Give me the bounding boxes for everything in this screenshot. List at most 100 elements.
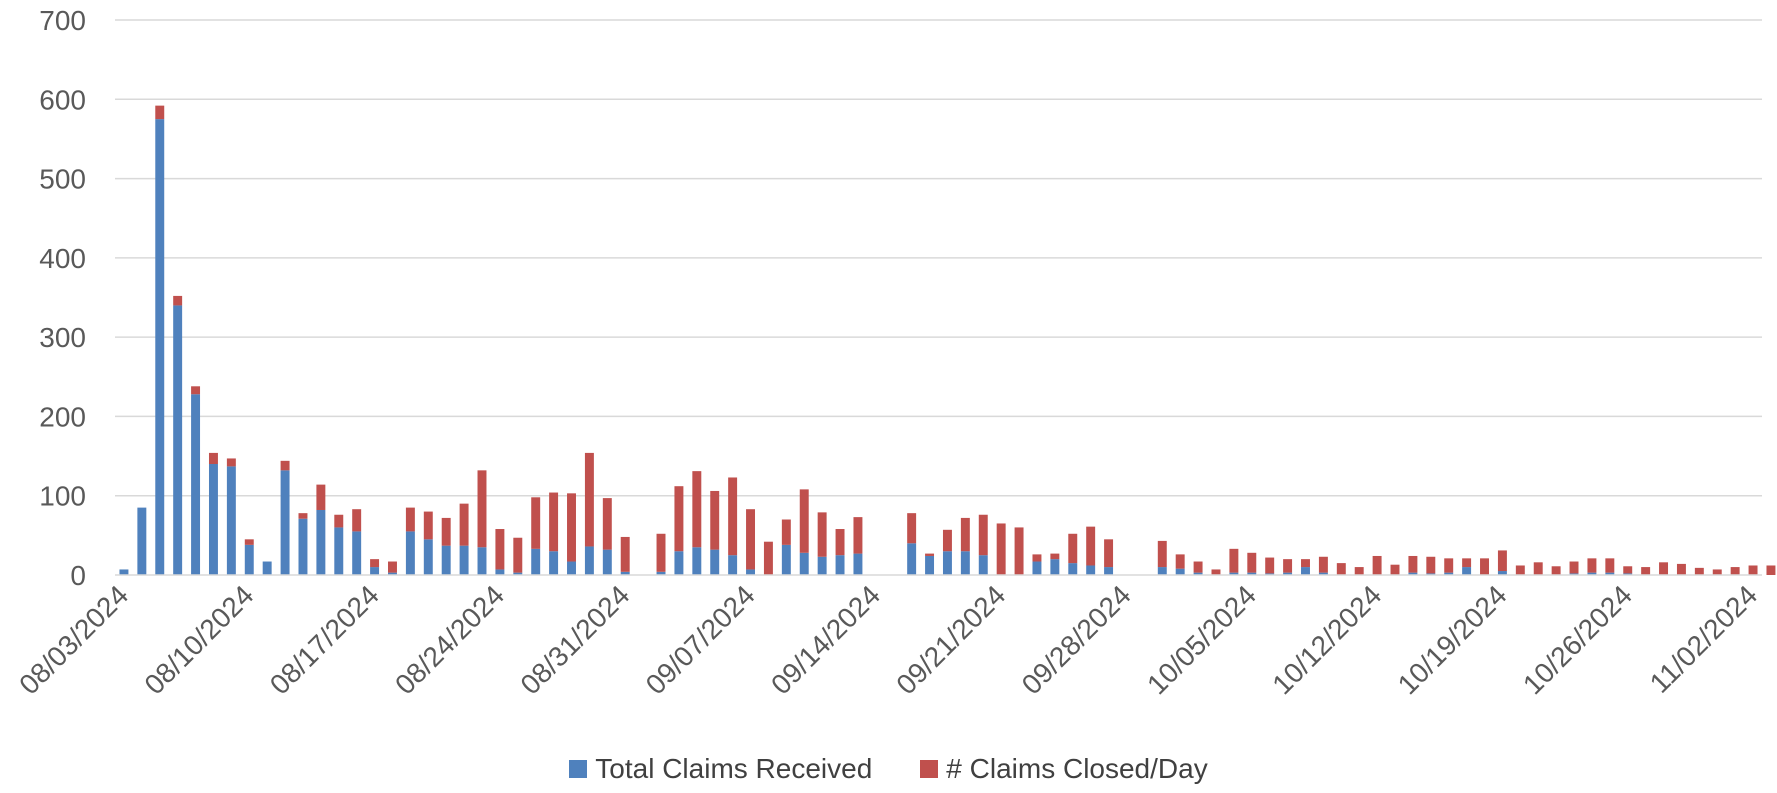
bar-received: 08/20/2024: 45	[423, 539, 433, 575]
gridlines	[115, 19, 1762, 497]
bar-closed: 08/24/2024: 51	[495, 529, 505, 570]
bar-received: 09/16/2024: 40	[907, 543, 917, 575]
bar-closed: 10/07/2024: 17	[1283, 559, 1293, 573]
bar-closed: 10/09/2024: 20	[1318, 556, 1328, 573]
bar-received: 10/06/2024: 2	[1265, 573, 1275, 575]
bar-closed: 10/08/2024: 10	[1301, 559, 1310, 568]
bar-closed: 10/13/2024: 13	[1390, 564, 1400, 575]
bar-received: 08/24/2024: 7	[495, 569, 505, 575]
bar-closed: 09/02/2024: 48	[656, 533, 666, 572]
bar-closed: 09/05/2024: 74	[710, 490, 720, 550]
bar-received: 08/14/2024: 82	[316, 509, 326, 575]
bar-closed: 08/27/2024: 74	[549, 492, 559, 552]
x-tick-label: 09/28/2024	[1016, 579, 1137, 700]
bar-closed: 09/24/2024: 7	[1050, 553, 1060, 560]
bar-received: 09/12/2024: 25	[835, 555, 845, 575]
bar-closed: 09/21/2024: 65	[996, 523, 1006, 575]
legend-swatch-received	[569, 760, 588, 778]
bar-closed: 10/31/2024: 7	[1712, 569, 1722, 575]
bar-closed: 10/01/2024: 18	[1175, 554, 1185, 569]
bar-received: 08/16/2024: 55	[352, 531, 362, 575]
bar-closed: 10/19/2024: 26	[1497, 550, 1507, 572]
y-tick-label: 500	[39, 164, 86, 195]
bar-received: 08/09/2024: 137	[226, 466, 236, 575]
bar-closed: 08/28/2024: 86	[567, 493, 576, 562]
bar-closed: 08/29/2024: 118	[584, 452, 594, 547]
bar-closed: 08/05/2024: 17	[155, 105, 165, 120]
x-tick-label: 10/12/2024	[1266, 579, 1387, 700]
bar-closed: 09/13/2024: 46	[853, 517, 863, 554]
bar-closed: 09/22/2024: 60	[1014, 527, 1024, 575]
bar-closed: 08/17/2024: 10	[370, 559, 380, 568]
bar-received: 08/22/2024: 37	[459, 545, 469, 575]
bar-received: 08/10/2024: 38	[244, 544, 254, 575]
x-axis-tick-labels: 08/03/2024 08/10/2024 08/17/2024 08/24/2024…	[13, 579, 1763, 700]
bar-closed: 10/28/2024: 16	[1659, 562, 1669, 575]
bar-closed: 08/08/2024: 14	[208, 452, 218, 464]
x-tick-label: 08/31/2024	[514, 579, 635, 700]
bar-received: 09/26/2024: 12	[1086, 565, 1096, 575]
x-tick-label: 09/14/2024	[765, 579, 886, 700]
bar-closed: 09/17/2024: 3	[925, 553, 935, 556]
bar-received: 08/13/2024: 71	[298, 518, 308, 575]
bar-received: 10/15/2024: 2	[1426, 573, 1436, 575]
y-tick-label: 600	[39, 84, 86, 115]
bar-received: 08/29/2024: 36	[584, 546, 594, 575]
legend-item-received[interactable]: Total Claims Received	[569, 753, 872, 785]
bar-closed: 08/23/2024: 97	[477, 470, 487, 548]
bar-received: 09/25/2024: 15	[1068, 563, 1078, 575]
x-tick-label: 10/26/2024	[1517, 579, 1638, 700]
bar-received: 10/25/2024: 3	[1605, 572, 1615, 575]
bar-received: 08/15/2024: 60	[334, 527, 344, 575]
bar-closed: 09/08/2024: 42	[763, 541, 773, 575]
bar-closed: 09/09/2024: 32	[781, 519, 791, 545]
bar-received: 10/26/2024: 2	[1623, 573, 1633, 575]
x-tick-label: 08/03/2024	[13, 579, 134, 700]
bar-closed: 10/30/2024: 9	[1694, 567, 1704, 575]
bar-closed: 09/12/2024: 33	[835, 529, 845, 556]
y-tick-label: 400	[39, 243, 86, 274]
bar-received: 10/08/2024: 10	[1301, 567, 1310, 575]
bar-closed: 10/03/2024: 7	[1211, 569, 1221, 575]
bar-closed: 11/01/2024: 10	[1730, 567, 1740, 575]
bar-closed: 08/26/2024: 65	[531, 497, 541, 549]
bar-closed: 10/11/2024: 10	[1354, 567, 1364, 575]
bar-closed: 09/10/2024: 80	[799, 489, 809, 553]
bar-closed: 08/25/2024: 44	[513, 537, 523, 573]
legend: Total Claims Received # Claims Closed/Da…	[0, 753, 1777, 785]
x-tick-label: 09/07/2024	[640, 579, 761, 700]
bar-closed: 10/17/2024: 11	[1462, 558, 1472, 568]
bar-received: 10/07/2024: 3	[1283, 572, 1293, 575]
legend-swatch-closed	[920, 760, 939, 778]
bar-received: 09/23/2024: 17	[1032, 561, 1042, 575]
bar-received: 08/26/2024: 33	[531, 548, 541, 575]
bar-received: 10/14/2024: 3	[1408, 572, 1418, 575]
bar-received: 09/09/2024: 38	[781, 544, 791, 575]
legend-label-closed: # Claims Closed/Day	[946, 753, 1208, 784]
bar-closed: 08/07/2024: 10	[191, 386, 201, 395]
bar-closed: 09/07/2024: 76	[746, 509, 756, 570]
bar-closed: 08/30/2024: 65	[602, 498, 612, 550]
bar-received: 08/08/2024: 140	[208, 464, 218, 575]
bar-closed: 10/14/2024: 21	[1408, 555, 1418, 573]
bar-received: 08/06/2024: 340	[173, 305, 183, 575]
bar-closed: 09/30/2024: 33	[1157, 540, 1167, 568]
bar-received: 08/12/2024: 132	[280, 470, 290, 575]
bar-received: 10/09/2024: 3	[1318, 572, 1328, 575]
bar-closed: 10/22/2024: 11	[1551, 566, 1561, 575]
legend-item-closed[interactable]: # Claims Closed/Day	[920, 753, 1208, 785]
bar-received: 08/11/2024: 17	[262, 561, 272, 575]
bar-received: 08/07/2024: 228	[191, 394, 201, 575]
bar-received: 08/04/2024: 85	[137, 507, 147, 575]
bar-closed: 10/29/2024: 14	[1676, 563, 1686, 575]
bar-closed: 09/20/2024: 51	[978, 514, 988, 556]
x-tick-label: 08/10/2024	[138, 579, 259, 700]
x-tick-label: 10/19/2024	[1392, 579, 1513, 700]
bar-closed: 09/26/2024: 49	[1086, 526, 1096, 566]
y-tick-label: 200	[39, 401, 86, 432]
bar-closed: 08/13/2024: 7	[298, 513, 308, 519]
bar-received: 08/19/2024: 55	[405, 531, 415, 575]
bar-closed: 10/02/2024: 14	[1193, 561, 1203, 573]
bar-received: 09/17/2024: 24	[925, 555, 935, 575]
